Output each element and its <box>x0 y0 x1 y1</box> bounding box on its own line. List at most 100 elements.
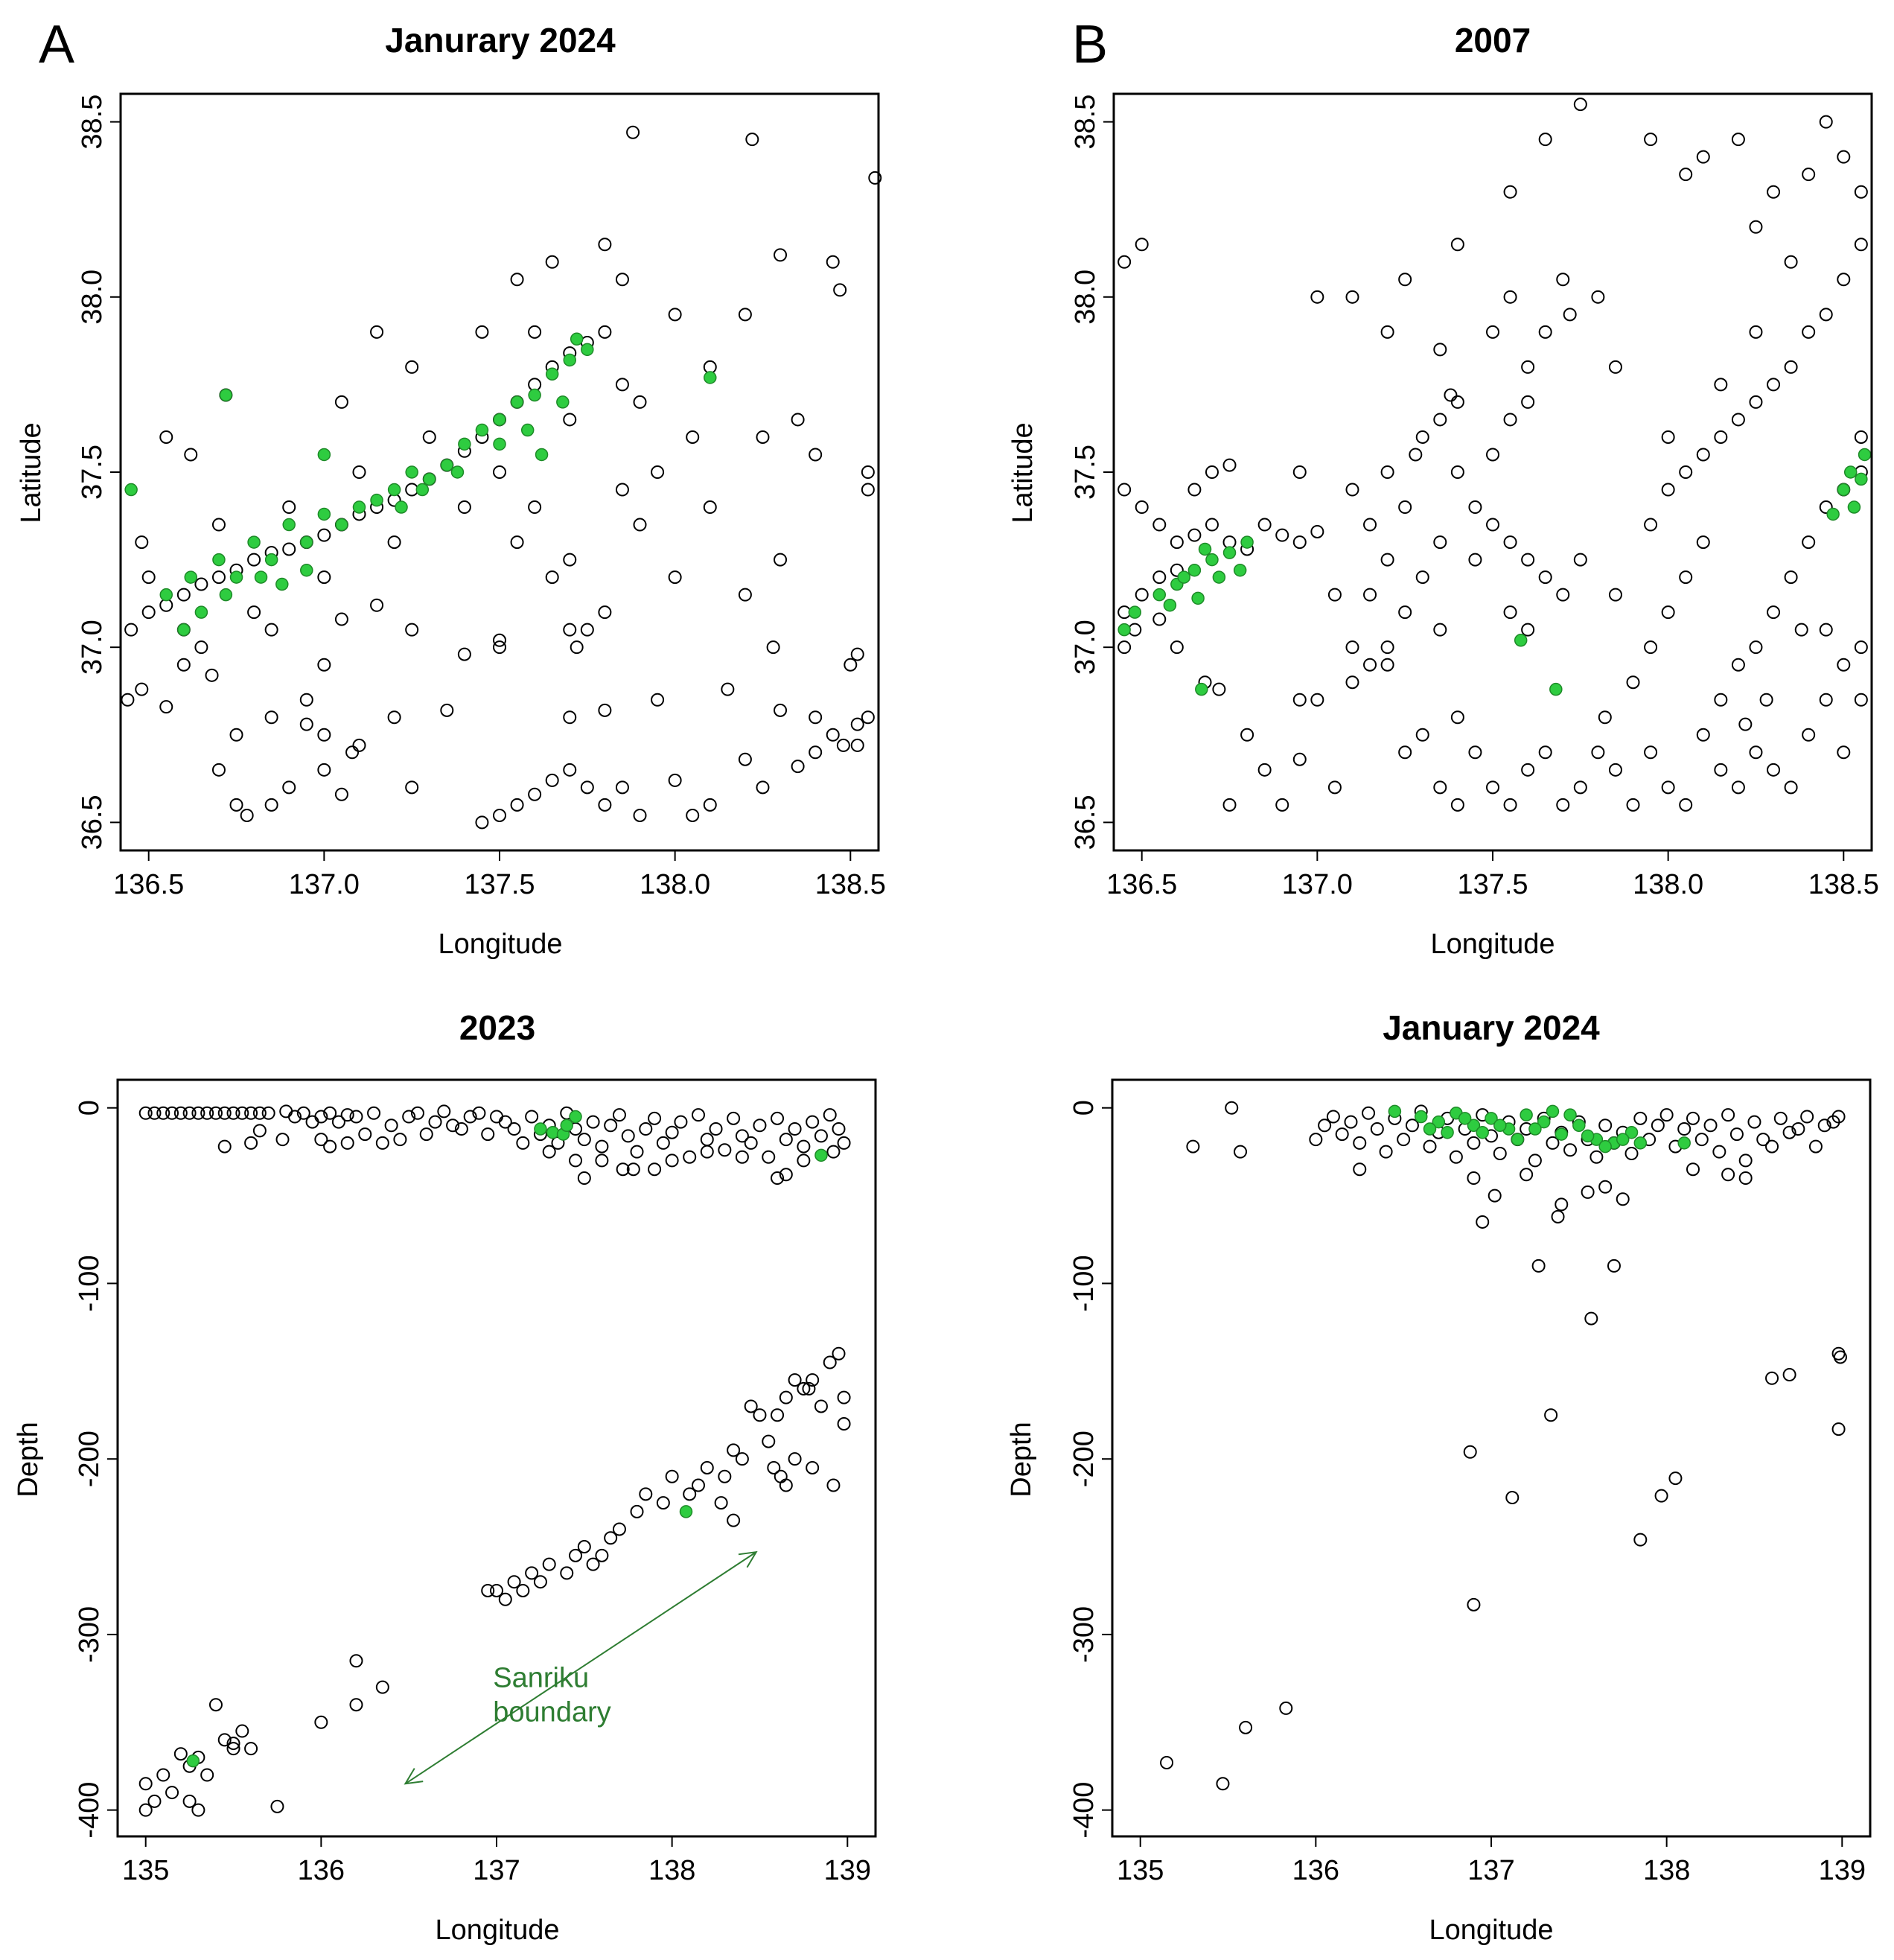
chart-b-bottom-data-point <box>1318 1119 1332 1133</box>
chart-a-top-data-point <box>545 255 559 269</box>
chart-b-top-data-point <box>1714 430 1728 444</box>
chart-a-top-highlight-point <box>212 553 226 567</box>
chart-b-top-data-point <box>1275 798 1289 812</box>
chart-a-bottom-data-point <box>814 1399 828 1413</box>
chart-b-top-data-point <box>1433 413 1447 427</box>
chart-a-bottom-data-point <box>331 1115 345 1129</box>
chart-a-top-highlight-point <box>335 518 348 532</box>
chart-b-top-data-point <box>1398 273 1412 287</box>
chart-b-top-data-point <box>1433 623 1447 637</box>
chart-a-top-data-point <box>510 273 524 287</box>
chart-b-top-ytick-label: 37.5 <box>1070 445 1101 500</box>
chart-b-top-data-point <box>1738 717 1753 731</box>
chart-a-bottom-data-point <box>270 1799 284 1813</box>
chart-b-bottom-title: January 2024 <box>1383 1008 1600 1047</box>
chart-a-bottom-data-point <box>472 1106 486 1120</box>
chart-a-top-data-point <box>211 570 226 585</box>
chart-b-top-data-point <box>1170 640 1184 655</box>
chart-b-top-data-point <box>1573 98 1587 112</box>
chart-a-top-ytick-label: 37.0 <box>77 620 108 675</box>
chart-b-bottom-xtick-label: 137 <box>1467 1855 1514 1886</box>
chart-b-bottom-data-point <box>1756 1133 1770 1147</box>
chart-b-top-data-point <box>1819 308 1833 322</box>
chart-a-bottom-data-point <box>753 1408 767 1422</box>
chart-b-bottom-highlight-point <box>1493 1119 1507 1133</box>
chart-b-top-highlight-point <box>1152 588 1167 602</box>
chart-b-top-xtick-label: 138.0 <box>1633 869 1703 900</box>
chart-a-top-data-point <box>651 693 665 707</box>
chart-a-bottom-points <box>138 1104 851 1817</box>
chart-a-bottom-data-point <box>604 1531 618 1545</box>
chart-a-top-data-point <box>833 283 847 297</box>
chart-b-top-data-point <box>1152 570 1167 585</box>
chart-b-top-data-point <box>1310 693 1324 707</box>
chart-b-top-data-point <box>1521 360 1535 374</box>
chart-b-bottom-data-point <box>1677 1122 1691 1136</box>
chart-a-top-data-point <box>598 238 612 252</box>
chart-a-top-highlight-point <box>704 371 717 384</box>
chart-b-bottom-data-point <box>1335 1127 1349 1142</box>
chart-b-bottom-data-point <box>1817 1119 1831 1133</box>
chart-a-top-highlight-point <box>475 423 489 437</box>
chart-a-bottom-data-point <box>797 1154 811 1168</box>
chart-b-top-data-point <box>1170 563 1184 577</box>
chart-a-bottom-data-point <box>806 1373 820 1387</box>
chart-a-bottom-data-point <box>683 1150 697 1164</box>
chart-a-bottom-data-point <box>516 1136 530 1150</box>
chart-b-top-data-point <box>1152 612 1167 626</box>
chart-a-top-data-point <box>317 658 331 672</box>
chart-b-top-data-point <box>1749 395 1763 409</box>
chart-b-top-data-point <box>1767 378 1781 392</box>
chart-a-bottom-data-point <box>727 1513 741 1527</box>
chart-b-top-data-point <box>1573 780 1587 795</box>
chart-a-bottom-data-point <box>191 1803 205 1817</box>
chart-a-bottom-data-point <box>735 1129 749 1143</box>
chart-b-top-data-point <box>1415 430 1429 444</box>
chart-b-top-data-point <box>1794 623 1808 637</box>
chart-b-bottom-highlight-point <box>1572 1119 1586 1133</box>
chart-a-top-data-point <box>809 448 823 462</box>
chart-b-bottom-data-point <box>1721 1168 1735 1182</box>
chart-b-bottom-data-point <box>1160 1755 1174 1769</box>
chart-b-bottom-data-point <box>1186 1139 1200 1154</box>
chart-b-top-data-point <box>1222 798 1237 812</box>
chart-a-top-highlight-point <box>570 332 584 346</box>
chart-a-bottom-data-point <box>173 1106 188 1120</box>
chart-b-top-data-point <box>1433 780 1447 795</box>
chart-a-bottom-data-point <box>560 1566 574 1580</box>
chart-a-bottom-data-point <box>437 1104 451 1119</box>
chart-a-top-data-point <box>686 430 700 444</box>
chart-b-top-highlight-point <box>1187 563 1202 577</box>
chart-a-bottom-data-point <box>200 1106 214 1120</box>
chart-b-bottom-frame <box>1111 1078 1872 1838</box>
chart-b-bottom-data-point <box>1833 1350 1847 1364</box>
chart-b-top-highlight-point <box>1843 465 1858 479</box>
chart-a-bottom-data-point <box>533 1575 547 1589</box>
chart-a-top-ytick-label: 38.5 <box>77 95 108 150</box>
chart-b-top-highlight-point <box>1163 598 1177 612</box>
chart-b-bottom-data-point <box>1633 1111 1648 1125</box>
chart-a-top-data-point <box>159 700 173 714</box>
chart-b-top-data-point <box>1310 290 1324 304</box>
chart-b-top-data-point <box>1626 798 1640 812</box>
chart-b-bottom-highlight-point <box>1528 1122 1542 1136</box>
chart-b-top-data-point <box>1626 675 1640 690</box>
chart-a-top-data-point <box>774 248 788 262</box>
chart-a-top-highlight-point <box>493 413 506 427</box>
chart-a-bottom-data-point <box>735 1452 749 1466</box>
chart-b-top-highlight-point <box>1198 542 1212 556</box>
chart-a-top-data-point <box>282 542 296 556</box>
chart-b-bottom-ytick-label: -300 <box>1068 1606 1100 1663</box>
chart-b-bottom-data-point <box>1765 1139 1779 1154</box>
chart-a-bottom-data-point <box>275 1133 290 1147</box>
chart-a-bottom-data-point <box>244 1136 258 1150</box>
chart-b-bottom-data-point <box>1379 1145 1393 1159</box>
chart-b-top-data-point <box>1714 378 1728 392</box>
chart-b-top-data-point <box>1240 728 1254 742</box>
chart-a-bottom-data-point <box>806 1115 820 1129</box>
chart-a-bottom-data-point <box>832 1122 846 1136</box>
chart-b-bottom-ytick-label: 0 <box>1068 1100 1100 1116</box>
chart-a-top-data-point <box>703 500 717 515</box>
chart-a-top-title: Janurary 2024 <box>385 21 616 60</box>
chart-b-bottom-data-point <box>1344 1115 1358 1129</box>
